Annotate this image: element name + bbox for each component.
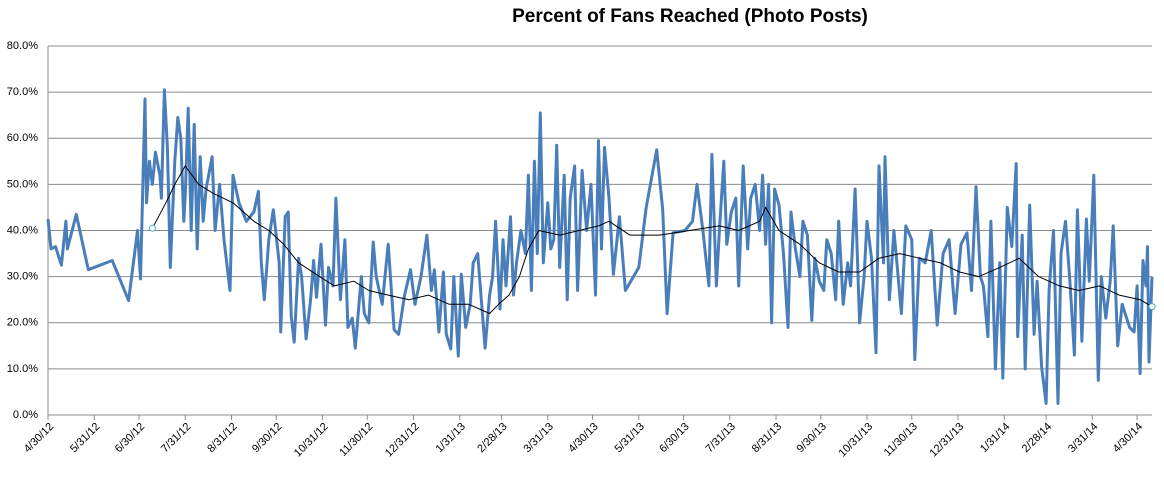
y-tick-label: 10.0%	[7, 363, 38, 375]
y-tick-label: 60.0%	[7, 132, 38, 144]
x-tick-label: 10/31/13	[836, 421, 875, 460]
y-tick-label: 50.0%	[7, 178, 38, 190]
y-tick-label: 20.0%	[7, 317, 38, 329]
end-marker	[1148, 303, 1156, 311]
line-series	[151, 165, 1153, 314]
chart-title: Percent of Fans Reached (Photo Posts)	[512, 6, 868, 27]
x-tick-label: 4/30/12	[22, 421, 56, 455]
y-tick-label: 80.0%	[7, 40, 38, 52]
x-tick-label: 11/30/12	[337, 421, 375, 459]
x-tick-label: 12/31/13	[927, 421, 966, 460]
x-tick-label: 6/30/13	[657, 421, 691, 455]
line-series	[46, 88, 1154, 405]
y-tick-label: 30.0%	[7, 271, 38, 283]
x-tick-label: 7/31/13	[704, 421, 738, 455]
y-tick-label: 70.0%	[7, 86, 38, 98]
x-tick-label: 5/31/12	[68, 421, 102, 455]
x-tick-label: 9/30/13	[795, 421, 829, 455]
x-tick-label: 2/28/13	[475, 421, 509, 455]
y-tick-label: 40.0%	[7, 224, 38, 236]
x-tick-label: 5/31/13	[613, 421, 647, 455]
x-tick-label: 11/30/13	[882, 421, 920, 459]
x-tick-label: 8/31/12	[205, 421, 239, 455]
x-tick-label: 1/31/14	[978, 421, 1012, 455]
x-tick-label: 12/31/12	[383, 421, 422, 460]
y-tick-label: 0.0%	[13, 409, 38, 421]
x-tick-label: 7/31/12	[159, 421, 193, 455]
x-tick-label: 1/31/13	[434, 421, 468, 455]
x-tick-label: 4/30/13	[566, 421, 600, 455]
end-marker	[148, 224, 156, 232]
x-tick-label: 3/31/14	[1066, 421, 1100, 455]
x-tick-label: 9/30/12	[250, 421, 284, 455]
x-tick-label: 3/31/13	[522, 421, 556, 455]
x-tick-label: 10/31/12	[292, 421, 331, 460]
x-tick-label: 2/28/14	[1020, 421, 1054, 455]
x-tick-label: 4/30/14	[1111, 421, 1145, 455]
x-tick-label: 8/31/13	[750, 421, 784, 455]
x-tick-label: 6/30/12	[113, 421, 147, 455]
